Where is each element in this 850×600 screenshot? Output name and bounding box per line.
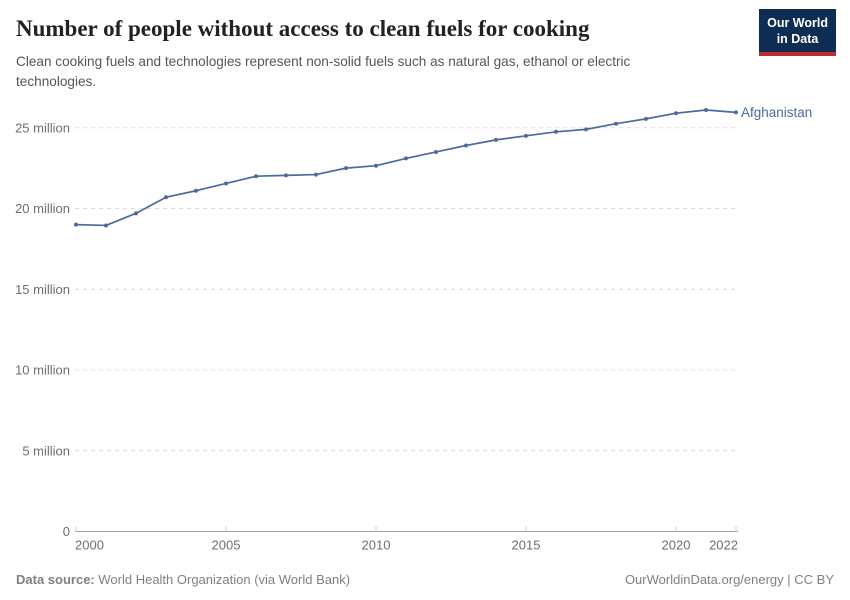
x-axis-tick-label: 2020 — [662, 538, 691, 553]
data-point[interactable] — [374, 163, 378, 168]
data-point[interactable] — [254, 174, 258, 179]
data-point[interactable] — [344, 166, 348, 171]
data-point[interactable] — [644, 116, 648, 121]
chart-footer: Data source: World Health Organization (… — [16, 572, 834, 587]
data-point[interactable] — [74, 222, 78, 227]
chart-subtitle: Clean cooking fuels and technologies rep… — [16, 53, 631, 89]
data-point[interactable] — [674, 111, 678, 116]
chart-header: Number of people without access to clean… — [16, 15, 740, 92]
data-source-label: Data source: — [16, 572, 95, 587]
data-point[interactable] — [554, 129, 558, 134]
footer-credit-link[interactable]: OurWorldinData.org/energy | CC BY — [624, 572, 834, 587]
data-point[interactable] — [164, 195, 168, 200]
data-point[interactable] — [584, 127, 588, 132]
y-axis-tick-label: 25 million — [15, 120, 70, 135]
data-point[interactable] — [284, 173, 288, 178]
x-axis-tick-label: 2022 — [709, 538, 738, 553]
data-source-value: World Health Organization (via World Ban… — [98, 572, 351, 587]
data-point[interactable] — [314, 172, 318, 177]
y-axis-tick-label: 10 million — [15, 363, 70, 378]
data-point[interactable] — [104, 223, 108, 228]
data-point[interactable] — [524, 133, 528, 138]
data-point[interactable] — [494, 137, 498, 142]
data-point[interactable] — [614, 121, 618, 126]
entity-label[interactable]: Afghanistan — [741, 105, 812, 120]
data-point[interactable] — [734, 110, 738, 115]
y-axis-tick-label: 5 million — [22, 443, 70, 458]
y-axis-tick-label: 0 — [63, 524, 70, 539]
data-point[interactable] — [404, 156, 408, 161]
y-axis-tick-label: 20 million — [15, 201, 70, 216]
y-axis-tick-label: 15 million — [15, 282, 70, 297]
data-point[interactable] — [224, 181, 228, 186]
owid-logo-line1: Our World — [767, 16, 828, 30]
data-point[interactable] — [434, 149, 438, 154]
x-axis-tick-label: 2000 — [75, 538, 104, 553]
owid-logo: Our World in Data — [759, 9, 836, 56]
owid-logo-line2: in Data — [776, 32, 819, 47]
x-axis-tick-label: 2010 — [362, 538, 391, 553]
page-title: Number of people without access to clean… — [16, 16, 590, 41]
x-axis-tick-label: 2005 — [212, 538, 241, 553]
data-source: Data source: World Health Organization (… — [16, 572, 350, 587]
data-point[interactable] — [704, 107, 708, 112]
data-point[interactable] — [134, 211, 138, 216]
data-point[interactable] — [194, 188, 198, 193]
data-point[interactable] — [464, 143, 468, 148]
x-axis-tick-label: 2015 — [512, 538, 541, 553]
